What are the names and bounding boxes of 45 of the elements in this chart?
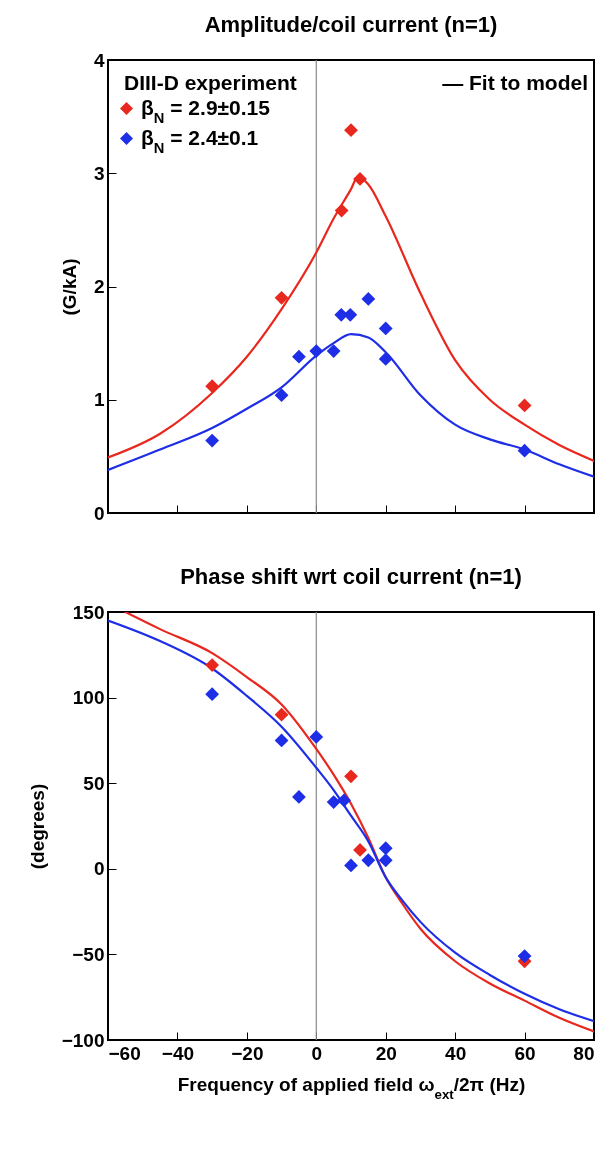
point	[274, 290, 289, 305]
x-tick-label: 80	[573, 1042, 595, 1064]
legend-label: β$_{N}$ = 2.4±0.1	[141, 125, 259, 156]
y-tick-label: 50	[83, 772, 105, 794]
annotation: DIII-D experiment	[124, 71, 297, 94]
point	[205, 433, 220, 448]
y-axis-title: (G/kA)	[58, 258, 80, 316]
x-axis-title: Frequency of applied field ω$_{ext}$/2π (Hz)	[177, 1073, 526, 1101]
x-tick-label: 40	[445, 1042, 467, 1064]
annotation: — Fit to model	[442, 71, 588, 94]
y-tick-label: 0	[93, 502, 105, 524]
y-tick-label: −100	[61, 1029, 105, 1051]
y-tick-label: 100	[72, 687, 105, 709]
x-tick-label: −60	[108, 1042, 141, 1064]
point	[517, 443, 532, 458]
x-tick-label: 20	[375, 1042, 397, 1064]
y-tick-label: 1	[93, 389, 105, 411]
point	[292, 349, 306, 364]
point	[343, 307, 358, 322]
y-tick-label: 3	[93, 162, 105, 184]
x-tick-label: 60	[514, 1042, 536, 1064]
y-tick-label: 0	[93, 858, 105, 880]
point	[378, 352, 393, 366]
point	[309, 344, 324, 358]
y-tick-label: 2	[93, 276, 105, 297]
point	[361, 292, 376, 306]
point	[205, 379, 220, 394]
y-tick-label: 4	[93, 49, 105, 71]
x-tick-label: 0	[311, 1042, 323, 1064]
y-axis-title: (degrees)	[26, 783, 48, 870]
point	[334, 203, 349, 218]
point	[326, 344, 341, 358]
line-series	[108, 332, 594, 478]
legend-label: β$_{N}$ = 2.9±0.15	[141, 95, 271, 126]
point	[517, 398, 532, 413]
point	[344, 123, 358, 138]
point	[353, 172, 367, 186]
chart-title: Amplitude/coil current (n=1)	[204, 12, 498, 37]
y-tick-label: 150	[72, 601, 105, 623]
x-tick-label: −40	[161, 1042, 195, 1064]
point	[274, 388, 289, 403]
x-tick-label: −20	[231, 1042, 264, 1064]
chart-title: Phase shift wrt coil current (n=1)	[180, 564, 522, 589]
point	[378, 321, 393, 336]
y-tick-label: −50	[72, 943, 105, 965]
